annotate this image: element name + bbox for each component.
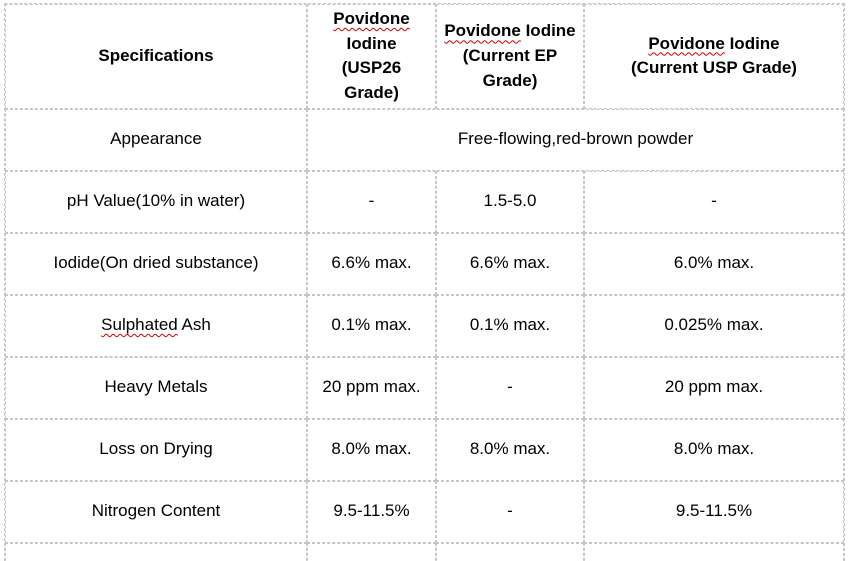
specifications-table: Specifications Povidone Iodine (USP26 Gr… [4, 3, 845, 561]
table-row-ph-value: pH Value(10% in water) - 1.5-5.0 - [5, 170, 844, 233]
value-cell-usp: 9.0-12.0% [584, 542, 844, 561]
table-row-appearance: Appearance Free-flowing,red-brown powder [5, 108, 844, 171]
grade-line: (Current EP Grade) [462, 45, 558, 90]
value-cell-usp: - [584, 170, 844, 233]
value-cell-usp26: 9.0-12.0% [307, 542, 436, 561]
value-cell-ep: - [436, 356, 584, 419]
row-label: Nitrogen Content [91, 501, 221, 521]
product-name-line: Povidone Iodine [589, 32, 839, 57]
row-label-sulphated-ash: Sulphated Ash [5, 294, 307, 357]
value-cell-usp26: 9.5-11.5% [307, 480, 436, 543]
product-name-rest: Iodine [346, 33, 397, 53]
appearance-merged-value-cell: Free-flowing,red-brown powder [307, 108, 844, 171]
row-label-loss-on-drying: Loss on Drying [5, 418, 307, 481]
value-cell-usp: 8.0% max. [584, 418, 844, 481]
header-current-ep-grade: Povidone Iodine (Current EP Grade) [436, 4, 584, 109]
value-cell-ep: 1.5-5.0 [436, 170, 584, 233]
product-name-misspelled: Povidone [444, 21, 521, 41]
product-name-line: Povidone Iodine [441, 19, 579, 44]
value-cell-usp26: 20 ppm max. [307, 356, 436, 419]
value-cell-usp: 9.5-11.5% [584, 480, 844, 543]
value-cell-ep: 9.0-12.0% [436, 542, 584, 561]
appearance-value: Free-flowing,red-brown powder [457, 129, 694, 149]
table-row-iodide: Iodide(On dried substance) 6.6% max. 6.6… [5, 232, 844, 295]
product-name-misspelled: Povidone [333, 9, 410, 28]
grade-line: (USP26 Grade) [341, 58, 402, 102]
value-cell-ep: 8.0% max. [436, 418, 584, 481]
header-specifications-label: Specifications [98, 45, 214, 65]
value-cell-ep: 0.1% max. [436, 294, 584, 357]
row-label: Appearance [110, 129, 202, 149]
row-label-available-iodine: Available Iodine(On dried basis) [5, 542, 307, 561]
value-cell-usp: 20 ppm max. [584, 356, 844, 419]
product-name-line: Povidone Iodine [312, 7, 431, 56]
row-label: pH Value(10% in water) [66, 191, 246, 211]
value-cell-usp: 0.025% max. [584, 294, 844, 357]
table-row-available-iodine: Available Iodine(On dried basis) 9.0-12.… [5, 542, 844, 561]
table-row-sulphated-ash: Sulphated Ash 0.1% max. 0.1% max. 0.025%… [5, 294, 844, 357]
grade-line: (Current USP Grade) [631, 58, 797, 78]
row-label: Loss on Drying [99, 439, 213, 459]
table-row-loss-on-drying: Loss on Drying 8.0% max. 8.0% max. 8.0% … [5, 418, 844, 481]
row-label-iodide: Iodide(On dried substance) [5, 232, 307, 295]
row-label-rest: Ash [177, 315, 211, 335]
row-label: Iodide(On dried substance) [53, 253, 259, 273]
header-current-usp-grade: Povidone Iodine (Current USP Grade) [584, 4, 844, 109]
value-cell-usp26: 8.0% max. [307, 418, 436, 481]
value-cell-usp26: - [307, 170, 436, 233]
header-usp26-grade: Povidone Iodine (USP26 Grade) [307, 4, 436, 109]
header-row: Specifications Povidone Iodine (USP26 Gr… [5, 4, 844, 109]
row-label: Heavy Metals [104, 377, 208, 397]
table-row-nitrogen-content: Nitrogen Content 9.5-11.5% - 9.5-11.5% [5, 480, 844, 543]
header-specifications: Specifications [5, 4, 307, 109]
row-label-misspelled: Sulphated [101, 315, 178, 335]
row-label-appearance: Appearance [5, 108, 307, 171]
table-row-heavy-metals: Heavy Metals 20 ppm max. - 20 ppm max. [5, 356, 844, 419]
value-cell-ep: - [436, 480, 584, 543]
product-name-rest: Iodine [724, 33, 780, 53]
value-cell-ep: 6.6% max. [436, 232, 584, 295]
row-label-heavy-metals: Heavy Metals [5, 356, 307, 419]
value-cell-usp: 6.0% max. [584, 232, 844, 295]
product-name-misspelled: Povidone [648, 33, 725, 53]
product-name-rest: Iodine [520, 21, 576, 41]
row-label-ph-value: pH Value(10% in water) [5, 170, 307, 233]
row-label-nitrogen-content: Nitrogen Content [5, 480, 307, 543]
value-cell-usp26: 0.1% max. [307, 294, 436, 357]
value-cell-usp26: 6.6% max. [307, 232, 436, 295]
